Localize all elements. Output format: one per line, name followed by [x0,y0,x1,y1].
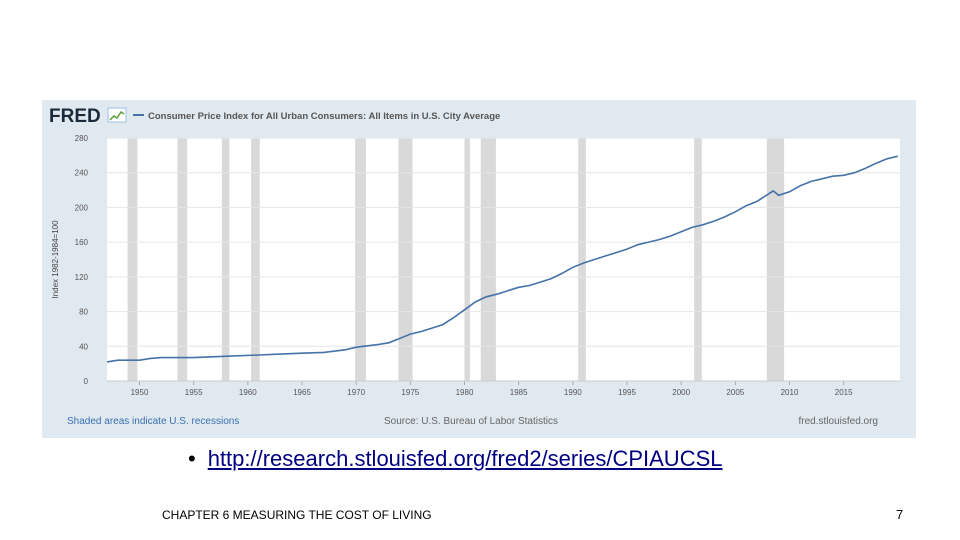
fred-chart: FRED Consumer Price Index for All Urban … [42,100,916,438]
recession-band-5 [398,138,413,381]
y-tick-label: 40 [79,342,88,351]
recession-band-0 [127,138,138,381]
recession-band-1 [177,138,188,381]
x-tick-label: 1975 [401,388,419,397]
cpi-series-line [106,155,898,363]
fred-logo-graph-icon [107,107,127,123]
x-axis-ticks: 1950 1955 1960 1965 1970 1975 1980 1985 1990 1995… [131,381,853,397]
site-link[interactable]: fred.stlouisfed.org [799,416,879,427]
source-text: Source: U.S. Bureau of Labor Statistics [384,416,558,427]
x-tick-label: 2010 [781,388,799,397]
x-tick-label: 1970 [347,388,365,397]
recession-band-8 [578,138,586,381]
fred-series-link[interactable]: http://research.stlouisfed.org/fred2/ser… [207,446,723,471]
chart-svg: FRED Consumer Price Index for All Urban … [49,106,900,427]
legend-label[interactable]: Consumer Price Index for All Urban Consu… [148,111,500,122]
bullet-icon: • [188,446,196,471]
x-tick-label: 2015 [835,388,853,397]
recession-band-9 [694,138,702,381]
x-tick-label: 1955 [185,388,203,397]
recession-band-2 [221,138,230,381]
y-axis-label: Index 1982-1984=100 [51,220,60,299]
link-bullet: • http://research.stlouisfed.org/fred2/se… [188,446,723,472]
x-tick-label: 1950 [131,388,149,397]
recession-note[interactable]: Shaded areas indicate U.S. recessions [67,416,239,427]
x-tick-label: 1985 [510,388,528,397]
recession-band-3 [251,138,260,381]
y-tick-label: 80 [79,308,88,317]
x-tick-label: 1980 [456,388,474,397]
fred-logo[interactable]: FRED [49,106,101,127]
x-tick-label: 1995 [618,388,636,397]
gridlines [107,137,900,347]
y-tick-label: 200 [75,203,89,212]
x-tick-label: 1960 [239,388,257,397]
recession-band-7 [480,138,496,381]
y-tick-label: 160 [75,238,89,247]
y-tick-label: 0 [84,377,89,386]
y-tick-label: 120 [75,273,89,282]
y-tick-label: 240 [75,169,89,178]
x-tick-label: 2000 [672,388,690,397]
footer-title: CHAPTER 6 MEASURING THE COST OF LIVING [162,508,432,522]
recession-band-4 [355,138,366,381]
page-number: 7 [896,507,904,522]
y-axis-ticks: 0 40 80 120 160 200 240 280 [75,134,89,386]
recession-band-10 [766,138,785,381]
recession-band-6 [464,138,470,381]
recession-shading [127,138,785,381]
x-tick-label: 1965 [293,388,311,397]
x-tick-label: 2005 [726,388,744,397]
y-tick-label: 280 [75,134,89,143]
x-tick-label: 1990 [564,388,582,397]
